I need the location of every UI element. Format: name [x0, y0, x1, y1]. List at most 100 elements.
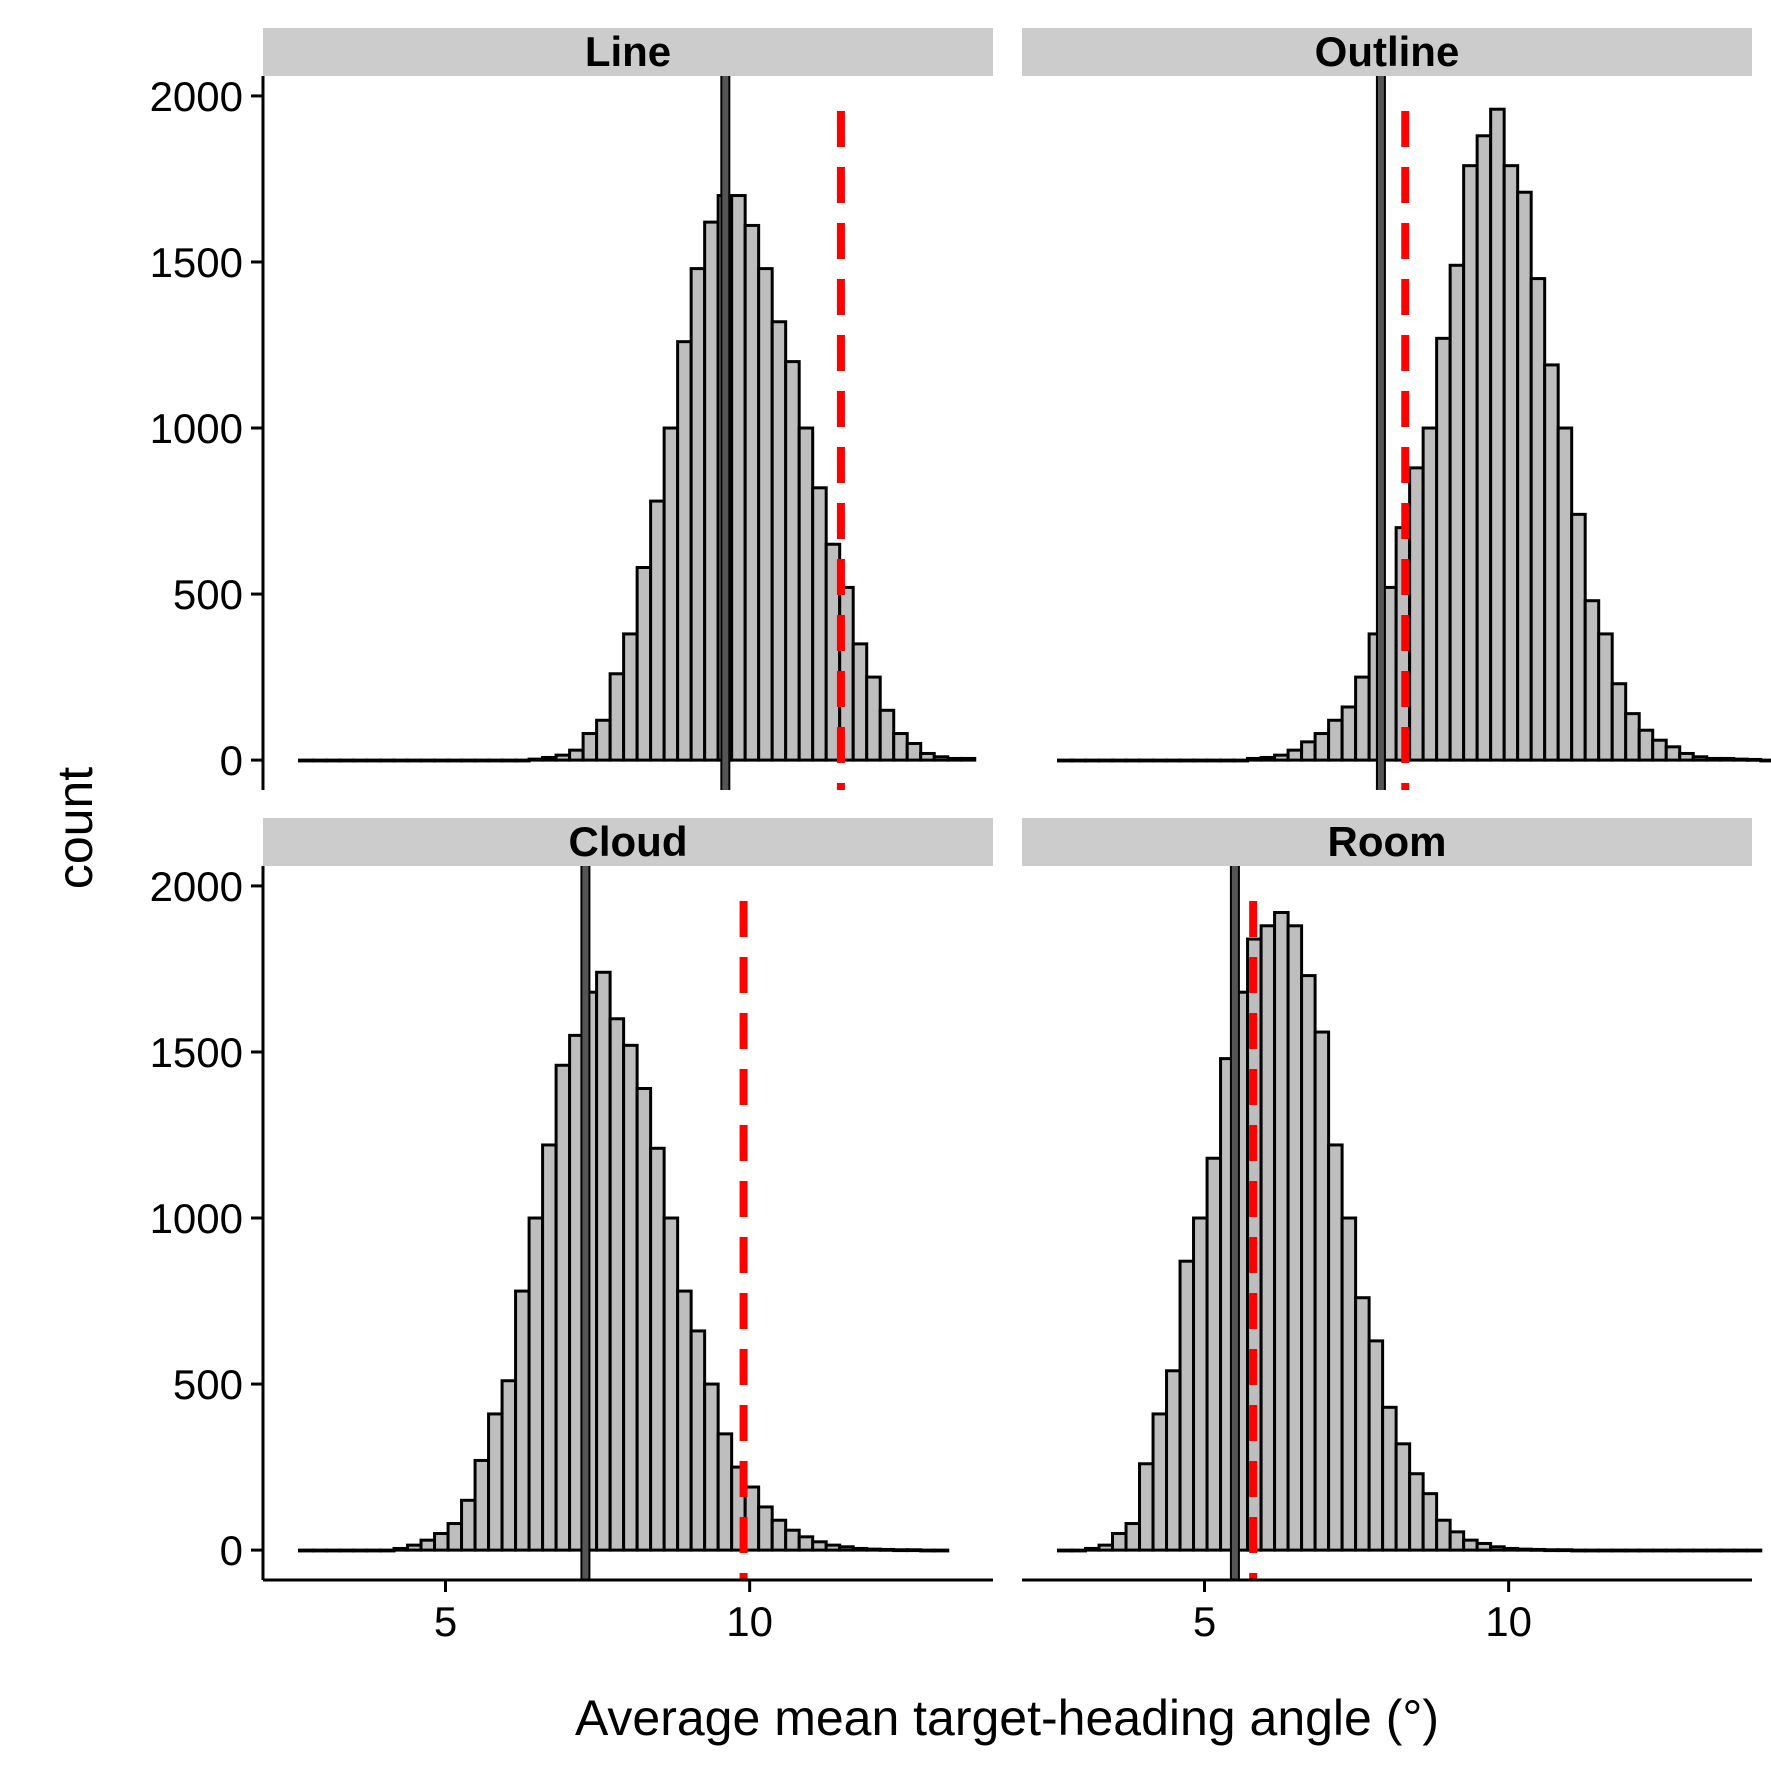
- histogram-bar: [352, 1548, 369, 1553]
- histogram-bar: [878, 708, 896, 762]
- histogram-bar: [1543, 363, 1560, 762]
- histogram-bar: [473, 1458, 491, 1552]
- histogram-bar: [635, 566, 653, 762]
- panel-strip: [1022, 818, 1752, 866]
- histogram-bar: [338, 1548, 356, 1553]
- histogram-bar: [527, 1216, 545, 1552]
- histogram-bar: [1178, 1259, 1196, 1552]
- histogram-bar: [446, 1522, 464, 1552]
- histogram-bar: [379, 758, 396, 763]
- panel-title: Cloud: [569, 818, 688, 865]
- histogram-bar: [1205, 1156, 1223, 1552]
- histogram-bar: [554, 753, 572, 762]
- histogram-bar: [811, 1540, 828, 1552]
- histogram-bar: [1070, 758, 1088, 763]
- histogram-bar: [1678, 1548, 1695, 1553]
- histogram-bar: [487, 1412, 504, 1552]
- histogram-bar: [1273, 753, 1290, 762]
- histogram-bar: [500, 758, 518, 763]
- histogram-bar: [676, 340, 693, 762]
- histogram-bar: [1178, 758, 1196, 763]
- histogram-bar: [1624, 712, 1641, 762]
- histogram-bar: [1394, 1442, 1412, 1552]
- histogram-bar: [298, 758, 315, 763]
- histogram-bar: [514, 758, 531, 763]
- histogram-bar: [325, 758, 342, 763]
- histogram-bar: [1516, 1547, 1533, 1552]
- histogram-bar: [797, 426, 815, 762]
- histogram-bar: [568, 748, 585, 762]
- x-tick-label: 5: [434, 1598, 457, 1645]
- histogram-bar: [1691, 755, 1709, 762]
- histogram-bar: [797, 1535, 815, 1552]
- histogram-bar: [662, 426, 680, 762]
- histogram-bar: [1556, 426, 1574, 762]
- y-tick-label: 500: [173, 571, 243, 618]
- histogram-bar: [905, 1548, 923, 1553]
- histogram-bar: [1651, 1548, 1668, 1553]
- y-tick-label: 1500: [150, 1029, 243, 1076]
- histogram-bar: [635, 1087, 653, 1552]
- histogram-bar: [1489, 1545, 1506, 1552]
- histogram-bar: [851, 1546, 869, 1552]
- y-tick-label: 1500: [150, 239, 243, 286]
- histogram-bar: [419, 758, 437, 763]
- histogram-bar: [919, 751, 936, 762]
- histogram-bar: [1610, 682, 1628, 762]
- histogram-bar: [1759, 758, 1771, 763]
- histogram-bar: [824, 1543, 842, 1552]
- y-tick-label: 2000: [150, 863, 243, 910]
- histogram-bar: [554, 1063, 572, 1552]
- panel-outline: Outline: [1022, 28, 1771, 790]
- histogram-bar: [1610, 1548, 1628, 1553]
- histogram-bar: [1138, 758, 1155, 763]
- histogram-bar: [649, 1146, 666, 1552]
- panel-title: Room: [1328, 818, 1447, 865]
- histogram-bar: [1138, 1462, 1155, 1552]
- histogram-bar: [1165, 1369, 1182, 1552]
- histogram-bar: [1745, 1548, 1763, 1553]
- x-tick-label: 10: [726, 1598, 773, 1645]
- histogram-bar: [851, 642, 869, 762]
- panel-cloud: Cloud 0 500 1000 1500 2000 5 10: [150, 818, 993, 1645]
- histogram-bar: [500, 1379, 518, 1552]
- histogram-bar: [1259, 755, 1277, 762]
- histogram-bar: [595, 970, 612, 1552]
- histogram-bar: [622, 1043, 639, 1552]
- histogram-bar: [1327, 718, 1344, 762]
- histogram-bar: [419, 1538, 437, 1552]
- histogram-bar: [1678, 751, 1695, 762]
- histogram-bar: [338, 758, 356, 763]
- histogram-bar: [1354, 1296, 1371, 1552]
- histogram-bar: [1516, 190, 1533, 762]
- histogram-bar: [1313, 732, 1331, 762]
- histogram-bar: [433, 758, 450, 763]
- histogram-bar: [1057, 1548, 1074, 1553]
- histogram-bar: [1340, 1216, 1358, 1552]
- histogram-bar: [1057, 758, 1074, 763]
- histogram-bar: [1556, 1548, 1574, 1553]
- histogram-bar: [1381, 1405, 1398, 1552]
- histogram-bar: [905, 742, 923, 762]
- panel-title: Line: [585, 28, 671, 75]
- histogram-bar: [1718, 756, 1736, 762]
- histogram-bar: [325, 1548, 342, 1553]
- panel-title: Outline: [1315, 28, 1460, 75]
- histogram-bar: [365, 1548, 383, 1553]
- histogram-bar: [1124, 1522, 1142, 1552]
- histogram-bar: [1489, 107, 1506, 762]
- panel-room: Room 5 10: [1022, 818, 1763, 1645]
- histogram-bar: [392, 758, 410, 763]
- histogram-bar: [878, 1547, 896, 1552]
- histogram-bar: [1151, 758, 1169, 763]
- histogram-bar: [1637, 728, 1655, 762]
- histogram-bar: [406, 1543, 423, 1552]
- histogram-bar: [460, 758, 477, 763]
- histogram-bar: [1111, 1532, 1128, 1552]
- panel-strip: [263, 28, 993, 76]
- histogram-bar: [703, 1382, 720, 1552]
- histogram-bar: [1192, 1216, 1209, 1552]
- histogram-bar: [1664, 745, 1682, 762]
- histogram-bar: [527, 757, 545, 762]
